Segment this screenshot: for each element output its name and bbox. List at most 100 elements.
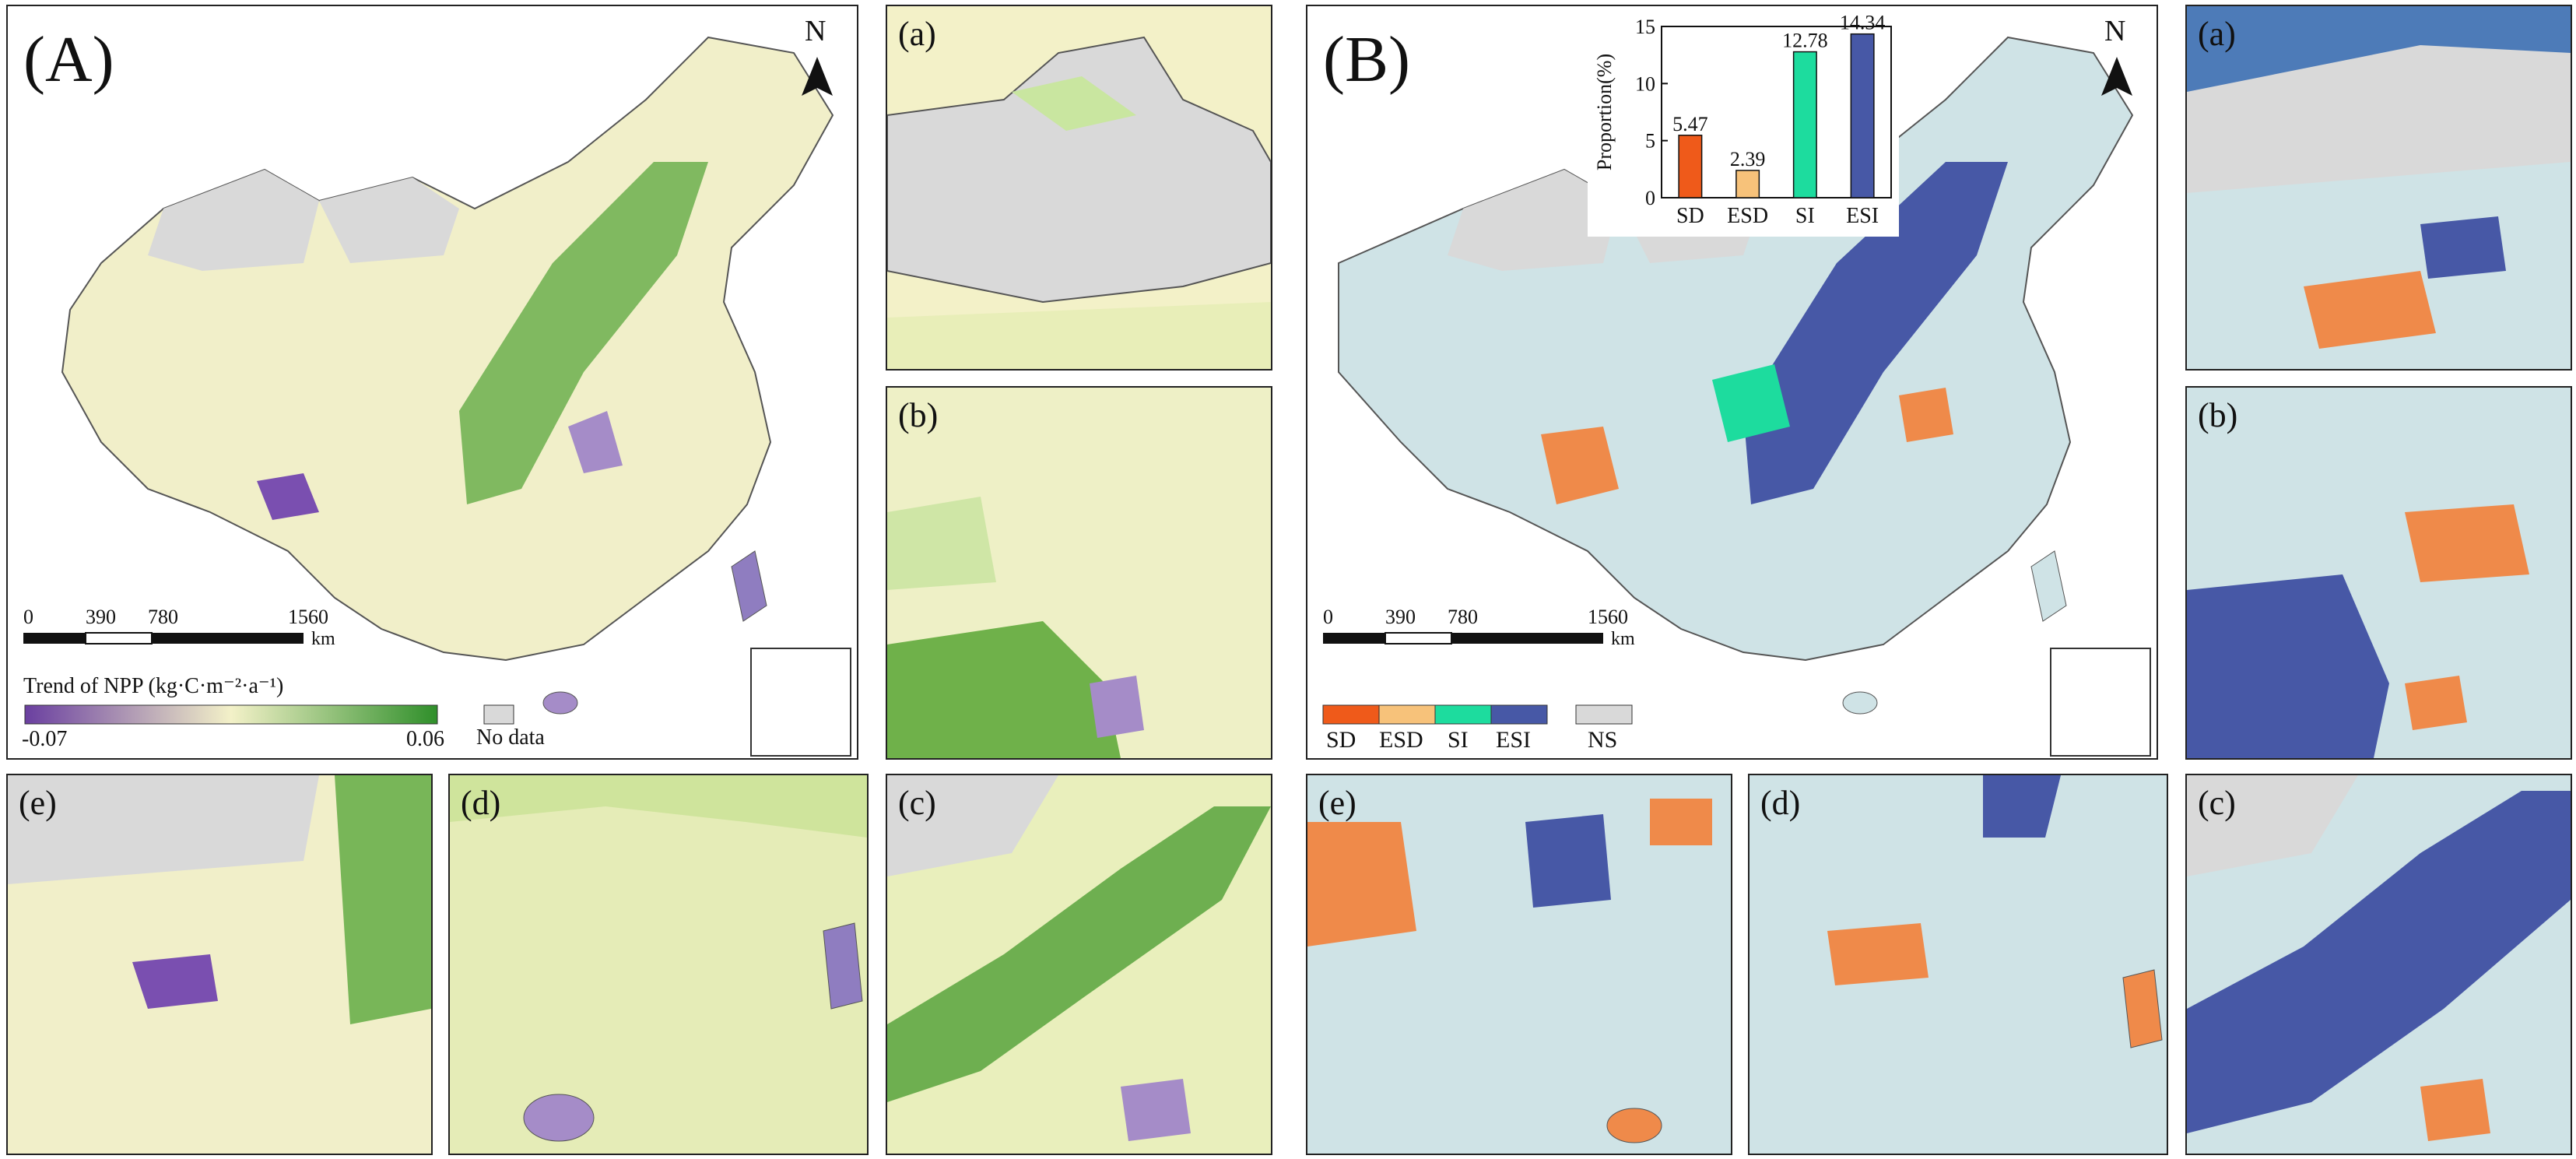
y-tick-label: 5	[1645, 130, 1655, 153]
legend-label-sd: SD	[1326, 727, 1356, 753]
nodata-region-northwest	[148, 170, 319, 271]
proportion-bar-chart: 0 5 10 15 Proportion(%) SD ESD SI ESI 5.47 2.39 12…	[1588, 11, 1899, 237]
inset-label: (e)	[19, 784, 57, 822]
panel-B-inset-d: (d)	[1748, 774, 2168, 1155]
panel-B-inset-e: (e)	[1306, 774, 1732, 1155]
plot-frame	[1661, 26, 1892, 198]
chart-axes: 0 5 10 15 Proportion(%) SD ESD SI ESI	[1593, 16, 1892, 228]
panel-A-inset-c: (c)	[886, 774, 1272, 1155]
legend-nodata: No data	[476, 725, 545, 750]
bar-value-label: 14.34	[1840, 12, 1886, 34]
scale-tick: 390	[1385, 606, 1416, 628]
bar-value-label: 12.78	[1782, 30, 1828, 52]
legend-swatch-esi	[1490, 704, 1548, 725]
legend-swatch-si	[1434, 704, 1492, 725]
si-patch	[1712, 364, 1790, 442]
hainan	[542, 691, 578, 715]
legend-label-esi: ESI	[1496, 727, 1531, 753]
scale-bar-segment	[1451, 633, 1603, 644]
scale-tick: 390	[86, 606, 116, 628]
scale-bar-segment	[85, 632, 153, 644]
china-landmass	[61, 36, 834, 662]
inset-label: (b)	[898, 396, 939, 434]
inset-map	[8, 775, 431, 1154]
ns-region-northwest	[1448, 170, 1619, 271]
greening-belt	[459, 162, 708, 504]
x-tick-label: ESD	[1727, 204, 1768, 228]
y-axis-label: Proportion(%)	[1593, 54, 1616, 170]
bar-esd	[1735, 170, 1760, 198]
bar-value-label: 5.47	[1672, 113, 1708, 135]
inset-label: (e)	[1318, 784, 1356, 822]
panel-A-inset-b: (b)	[886, 386, 1272, 760]
y-tick-label: 15	[1635, 16, 1655, 38]
legend-max: 0.06	[406, 727, 444, 751]
scale-tick: 780	[1448, 606, 1478, 628]
inset-map	[2187, 775, 2571, 1154]
bar-si	[1792, 51, 1817, 198]
taiwan	[731, 550, 767, 622]
inset-label: (c)	[2198, 784, 2236, 822]
inset-label: (d)	[1760, 784, 1801, 822]
inset-map	[887, 388, 1271, 758]
inset-map	[887, 775, 1271, 1154]
legend-label-ns: NS	[1588, 727, 1618, 753]
panel-A-map: (A) N 0 390 780 1560 km Trend of NPP (kg…	[6, 5, 858, 760]
legend-swatch-ns	[1575, 704, 1633, 725]
scale-unit: km	[1611, 629, 1635, 649]
inset-label: (b)	[2198, 396, 2238, 434]
scale-bar-segment	[152, 633, 304, 644]
inset-label: (c)	[898, 784, 936, 822]
panel-B-label: (B)	[1323, 23, 1410, 96]
browning-patch-tibet	[257, 473, 319, 520]
taiwan	[2030, 550, 2067, 622]
sd-patch-west	[1541, 427, 1619, 504]
bar-esi	[1850, 33, 1875, 198]
south-china-sea-inset	[750, 648, 851, 757]
x-tick-label: SI	[1795, 204, 1815, 228]
legend-label-esd: ESD	[1379, 727, 1423, 753]
bar-sd	[1678, 135, 1703, 198]
y-tick-label: 0	[1645, 187, 1655, 209]
panel-A-inset-e: (e)	[6, 774, 433, 1155]
sd-patch-central	[1899, 388, 1953, 442]
north-arrow-icon	[802, 57, 833, 96]
north-arrow-icon	[2101, 57, 2132, 96]
panel-B-inset-c: (c)	[2185, 774, 2572, 1155]
scale-bar-segment	[1385, 632, 1452, 644]
inset-map	[2187, 388, 2571, 758]
inset-label: (a)	[2198, 15, 2236, 53]
scale-tick: 1560	[1588, 606, 1628, 628]
panel-B-map: (B) N 0 390 780 1560 km SD ESD SI ESI NS…	[1306, 5, 2158, 760]
browning-patch-central	[568, 411, 623, 473]
legend-min: -0.07	[22, 727, 68, 751]
scale-tick: 0	[1323, 606, 1333, 628]
legend-label-si: SI	[1448, 727, 1469, 753]
x-tick-label: ESI	[1846, 204, 1879, 228]
chart-bars: 5.47 2.39 12.78 14.34	[1672, 12, 1885, 198]
china-npp-map	[23, 36, 851, 757]
nodata-swatch	[483, 704, 514, 725]
bar-value-label: 2.39	[1730, 148, 1766, 170]
panel-A-inset-a: (a)	[886, 5, 1272, 371]
panel-A-label: (A)	[23, 23, 114, 96]
legend-swatch-sd	[1322, 704, 1380, 725]
scale-unit: km	[311, 629, 335, 649]
inset-map	[887, 6, 1271, 369]
panel-B-inset-a: (a)	[2185, 5, 2572, 371]
nodata-region-desert	[319, 177, 459, 263]
x-tick-label: SD	[1676, 204, 1704, 228]
y-tick-label: 10	[1635, 72, 1655, 95]
npp-colorbar	[24, 704, 438, 725]
panel-B-inset-b: (b)	[2185, 386, 2572, 760]
esi-belt	[1743, 162, 2008, 504]
hainan	[1842, 691, 1878, 715]
panel-A-inset-d: (d)	[448, 774, 869, 1155]
china-significance-map	[1322, 36, 2151, 757]
scale-tick: 1560	[288, 606, 328, 628]
scale-tick: 0	[23, 606, 33, 628]
inset-map	[1307, 775, 1731, 1154]
inset-label: (d)	[461, 784, 501, 822]
inset-label: (a)	[898, 15, 936, 53]
legend-title: Trend of NPP (kg·C·m⁻²·a⁻¹)	[23, 674, 284, 698]
